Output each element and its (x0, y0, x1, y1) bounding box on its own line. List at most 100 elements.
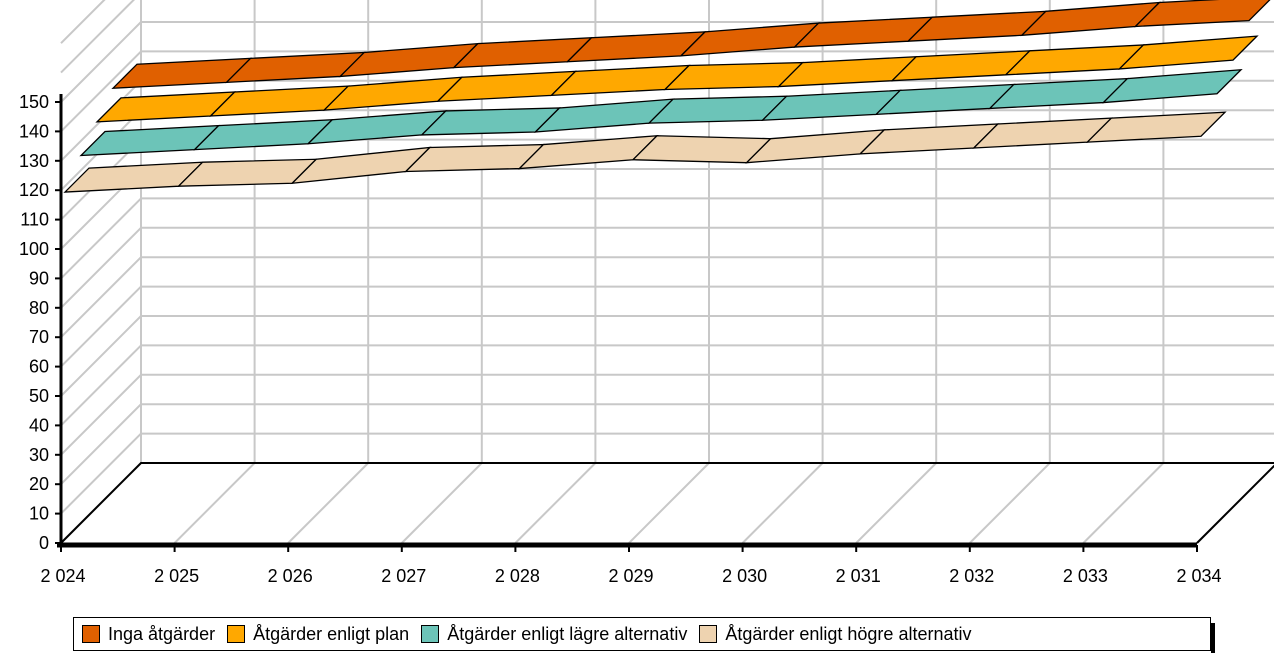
series-segment (436, 70, 578, 103)
gridline-wall-diagonal (60, 0, 136, 74)
series-segment (192, 119, 334, 151)
x-tick-label: 2 031 (836, 566, 881, 586)
gridline-wall-diagonal (60, 374, 142, 456)
y-tick-label: 40 (29, 415, 49, 435)
floor-outline (60, 462, 1274, 544)
series-segment (1004, 44, 1146, 76)
series-segment (1101, 68, 1243, 104)
x-tick-label: 2 027 (381, 566, 426, 586)
series-ribbons (63, 0, 1271, 193)
series-segment (322, 76, 464, 111)
y-tick-label: 120 (19, 180, 49, 200)
gridline-wall-diagonal (60, 21, 142, 103)
series-segment (208, 85, 350, 117)
legend-item: Åtgärder enligt lägre alternativ (421, 624, 687, 645)
series-segment (224, 51, 366, 84)
y-tick-label: 50 (29, 386, 49, 406)
gridline-floor-diagonal (401, 462, 483, 544)
series-3 (79, 68, 1243, 157)
series-segment (1020, 1, 1162, 37)
series-segment (1085, 111, 1227, 143)
y-tick-label: 0 (39, 533, 49, 553)
series-segment (776, 55, 918, 88)
series-segment (565, 31, 707, 63)
y-tick-label: 150 (19, 92, 49, 112)
x-tick-label: 2 025 (154, 566, 199, 586)
series-segment (760, 89, 902, 121)
gridline-wall-diagonal (60, 315, 142, 397)
series-segment (95, 91, 237, 123)
series-segment (972, 117, 1114, 149)
legend: Inga åtgärder Åtgärder enligt plan Åtgärde… (73, 617, 1211, 651)
series-segment (890, 50, 1032, 82)
gridline-wall-diagonal (60, 50, 142, 133)
gridline-floor-diagonal (741, 462, 824, 544)
series-2 (95, 35, 1259, 123)
series-segment (290, 146, 432, 185)
x-tick-label: 2 029 (608, 566, 653, 586)
x-tick-label: 2 032 (949, 566, 994, 586)
series-segment (111, 57, 253, 89)
gridline-wall-diagonal (60, 227, 142, 309)
gridline-wall-diagonal (60, 197, 142, 280)
series-4 (63, 111, 1227, 193)
legend-swatch (699, 625, 718, 643)
gridline-wall-diagonal (60, 344, 142, 427)
y-tick-label: 10 (29, 504, 49, 524)
gridline-floor-diagonal (287, 462, 369, 544)
legend-swatch (421, 625, 440, 643)
legend-label: Åtgärder enligt plan (253, 623, 410, 644)
legend-item: Åtgärder enligt plan (227, 624, 409, 645)
y-tick-label: 30 (29, 445, 49, 465)
legend-label: Åtgärder enligt lägre alternativ (447, 623, 688, 644)
x-tick-label: 2 034 (1176, 566, 1221, 586)
gridline-floor-diagonal (514, 462, 597, 544)
gridline-wall-diagonal (60, 256, 142, 338)
gridline-floor-diagonal (855, 462, 937, 544)
y-tick-label: 110 (20, 210, 49, 230)
gridline-floor-diagonal (173, 462, 256, 544)
y-tick-label: 90 (29, 268, 49, 288)
y-tick-label: 140 (19, 121, 49, 141)
legend-swatch (227, 625, 246, 643)
series-segment (549, 64, 691, 97)
legend-label: Åtgärder enligt högre alternativ (725, 623, 972, 644)
series-segment (533, 98, 675, 133)
gridline-wall-diagonal (60, 285, 142, 368)
series-1 (111, 0, 1271, 89)
series-segment (79, 124, 221, 157)
gridline-floor-diagonal (969, 462, 1051, 544)
gridline-floor-diagonal (1082, 462, 1165, 544)
y-tick-label: 130 (19, 151, 49, 171)
gridline-wall-diagonal (60, 403, 142, 485)
x-tick-label: 2 026 (268, 566, 313, 586)
x-tick-label: 2 030 (722, 566, 767, 586)
y-tick-label: 100 (19, 239, 49, 259)
axes: 0 10 20 30 40 50 60 70 80 90 100 110 120 130 140 150 2 0… (19, 92, 1274, 586)
legend-shadow (1211, 623, 1215, 653)
legend-label: Inga åtgärder (108, 623, 216, 644)
series-segment (452, 37, 594, 69)
y-tick-label: 70 (29, 327, 49, 347)
gridline-floor-diagonal (628, 462, 710, 544)
gridline-wall-diagonal (60, 0, 106, 44)
chart-canvas: 0 10 20 30 40 50 60 70 80 90 100 110 120 130 140 150 2 0… (19, 0, 1274, 586)
series-segment (1133, 0, 1271, 28)
series-segment (1117, 35, 1259, 70)
x-tick-label: 2 028 (495, 566, 540, 586)
legend-item: Åtgärder enligt högre alternativ (699, 624, 971, 645)
series-segment (517, 134, 659, 170)
legend-swatch (82, 625, 100, 643)
x-tick-label: 2 024 (40, 566, 85, 586)
series-segment (858, 123, 1000, 155)
series-segment (906, 10, 1048, 42)
y-tick-label: 20 (29, 474, 49, 494)
series-segment (988, 77, 1130, 110)
y-tick-label: 80 (29, 298, 49, 318)
series-segment (744, 129, 886, 164)
x-tick-label: 2 033 (1063, 566, 1108, 586)
gridline-wall-diagonal (60, 432, 142, 515)
series-segment (338, 42, 480, 78)
y-tick-label: 60 (29, 357, 49, 377)
legend-item: Inga åtgärder (82, 624, 215, 645)
